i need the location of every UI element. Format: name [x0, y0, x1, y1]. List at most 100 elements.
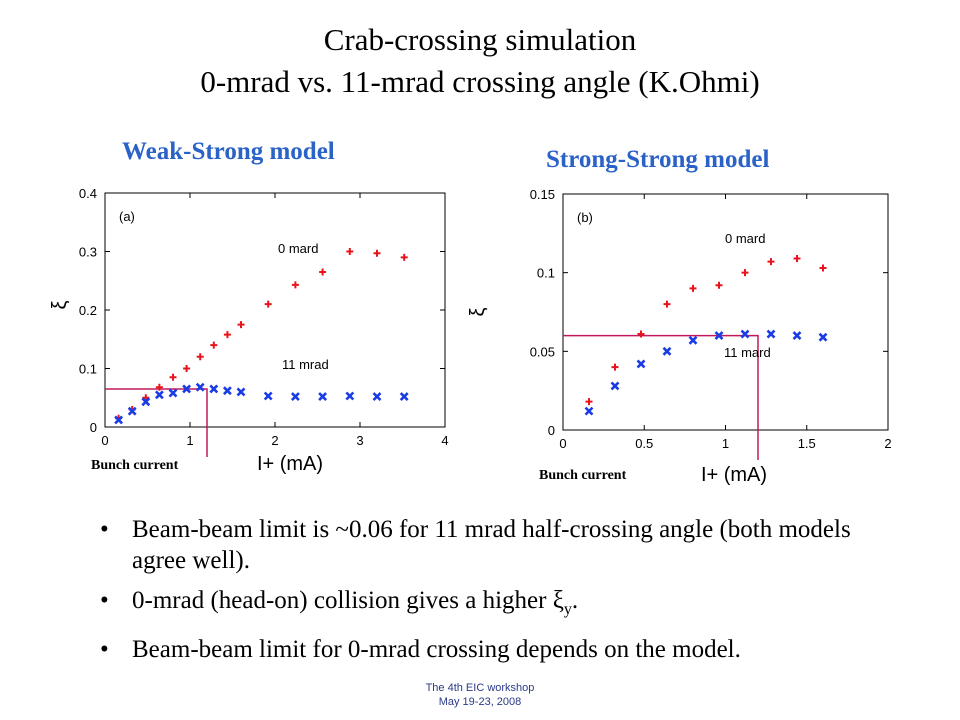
data-point-11mrad	[209, 384, 219, 394]
data-point-0mrad	[183, 365, 191, 372]
data-point-0mrad	[767, 258, 775, 266]
strong-strong-model-title: Strong-Strong model	[546, 146, 770, 173]
bullet-dot: •	[100, 587, 109, 614]
series-label: 0 mard	[725, 231, 765, 246]
data-point-11mrad	[114, 415, 124, 425]
data-point-0mrad	[264, 300, 272, 308]
bullet-dot: •	[100, 636, 109, 663]
data-point-0mrad	[663, 300, 671, 308]
data-point-11mrad	[688, 335, 698, 345]
data-point-0mrad	[637, 330, 645, 338]
x-tick-label: 3	[356, 433, 363, 448]
x-tick-label: 2	[271, 433, 278, 448]
data-point-0mrad	[291, 281, 299, 289]
x-tick-label: 2	[884, 436, 891, 451]
data-point-11mrad	[584, 406, 594, 416]
y-axis-label: ξ	[467, 307, 489, 316]
data-point-11mrad	[168, 388, 178, 398]
x-tick-label: 1	[722, 436, 729, 451]
data-point-11mrad	[345, 391, 355, 401]
data-point-11mrad	[792, 331, 802, 341]
data-point-11mrad	[372, 392, 382, 401]
weak-strong-chart: 0 1 2 3 4 0 0.1 0.2 0.3 0.4 (a) I+ (mA) ξ 0 mard 11 mr…	[49, 186, 449, 475]
data-point-0mrad	[611, 363, 619, 371]
bullet-list: • Beam-beam limit is ~0.06 for 11 mrad ha…	[100, 514, 900, 674]
y-tick-label: 0.05	[530, 344, 555, 359]
data-point-0mrad	[819, 264, 827, 272]
bullet-text: Beam-beam limit is ~0.06 for 11 mrad hal…	[132, 516, 851, 574]
data-point-11mrad	[182, 384, 192, 394]
data-point-11mrad	[636, 359, 646, 369]
series-label: 11 mrad	[282, 357, 329, 372]
series-label: 0 mard	[278, 241, 318, 256]
y-tick-label: 0.15	[530, 187, 555, 202]
data-point-0mrad	[400, 253, 408, 261]
footer-date: May 19-23, 2008	[438, 696, 522, 708]
subscript-y: y	[563, 601, 572, 618]
slide-title-line2: 0-mrad vs. 11-mrad crossing angle (K.Ohm…	[200, 64, 760, 99]
data-point-11mrad	[222, 386, 232, 396]
y-tick-label: 0	[90, 420, 97, 435]
limit-guide-line	[563, 334, 759, 460]
x-tick-label: 1	[186, 433, 193, 448]
bullet-item: • Beam-beam limit for 0-mrad crossing dep…	[100, 634, 900, 665]
panel-label: (a)	[119, 209, 135, 224]
weak-strong-model-title: Weak-Strong model	[122, 138, 335, 165]
data-point-11mrad	[236, 387, 246, 397]
footer-workshop: The 4th EIC workshop	[425, 682, 535, 694]
limit-guide-line	[105, 388, 208, 457]
data-point-11mrad	[141, 397, 151, 407]
series-label: 11 mard	[724, 345, 771, 360]
data-point-0mrad	[169, 373, 177, 381]
panel-label: (b)	[577, 210, 593, 225]
bullet-item: • Beam-beam limit is ~0.06 for 11 mrad ha…	[100, 514, 900, 576]
data-point-11mrad	[610, 381, 620, 391]
y-tick-label: 0.4	[79, 186, 97, 201]
data-point-0mrad	[223, 331, 231, 339]
data-point-0mrad	[373, 249, 381, 257]
data-point-11mrad	[127, 406, 137, 416]
bullet-text: Beam-beam limit for 0-mrad crossing depe…	[132, 636, 741, 663]
bunch-current-label-b: Bunch current	[537, 468, 629, 484]
bullet-dot: •	[100, 516, 109, 543]
data-point-11mrad	[318, 392, 328, 401]
x-axis-label: I+ (mA)	[701, 464, 767, 486]
x-tick-label: 0.5	[635, 436, 653, 451]
slide-title-line1: Crab-crossing simulation	[323, 22, 637, 57]
y-tick-label: 0.1	[79, 362, 97, 377]
y-tick-label: 0.2	[79, 303, 97, 318]
strong-strong-chart: 0 0.5 1 1.5 2 0 0.05 0.1 0.15 (b) I+ (mA) ξ 0 mard 11…	[467, 187, 892, 486]
bullet-item: • 0-mrad (head-on) collision gives a high…	[100, 585, 900, 625]
x-axis-label: I+ (mA)	[257, 453, 323, 475]
plot-frame	[562, 193, 889, 431]
data-point-0mrad	[689, 284, 697, 292]
data-point-0mrad	[155, 383, 163, 391]
y-tick-label: 0.1	[537, 266, 555, 281]
x-tick-label: 1.5	[798, 436, 816, 451]
data-point-0mrad	[346, 248, 354, 255]
data-point-0mrad	[715, 281, 723, 289]
bunch-current-label-a: Bunch current	[89, 458, 181, 474]
data-point-0mrad	[793, 255, 801, 263]
data-point-11mrad	[740, 329, 750, 339]
data-point-0mrad	[210, 341, 218, 349]
x-tick-label: 4	[441, 433, 448, 448]
data-point-11mrad	[263, 391, 273, 401]
data-point-11mrad	[714, 331, 724, 341]
data-point-11mrad	[399, 392, 409, 401]
x-tick-label: 0	[101, 433, 108, 448]
data-point-11mrad	[818, 332, 828, 342]
data-point-0mrad	[319, 268, 327, 276]
data-point-0mrad	[237, 321, 245, 329]
y-axis-label: ξ	[49, 300, 71, 309]
data-point-0mrad	[196, 353, 204, 361]
data-point-0mrad	[585, 398, 593, 406]
data-point-11mrad	[195, 382, 205, 392]
data-point-11mrad	[662, 346, 672, 356]
x-tick-label: 0	[559, 436, 566, 451]
data-point-11mrad	[766, 329, 776, 339]
data-point-11mrad	[154, 390, 164, 400]
data-point-0mrad	[741, 269, 749, 277]
bullet-text: 0-mrad (head-on) collision gives a highe…	[132, 587, 579, 618]
y-tick-label: 0	[548, 423, 555, 438]
